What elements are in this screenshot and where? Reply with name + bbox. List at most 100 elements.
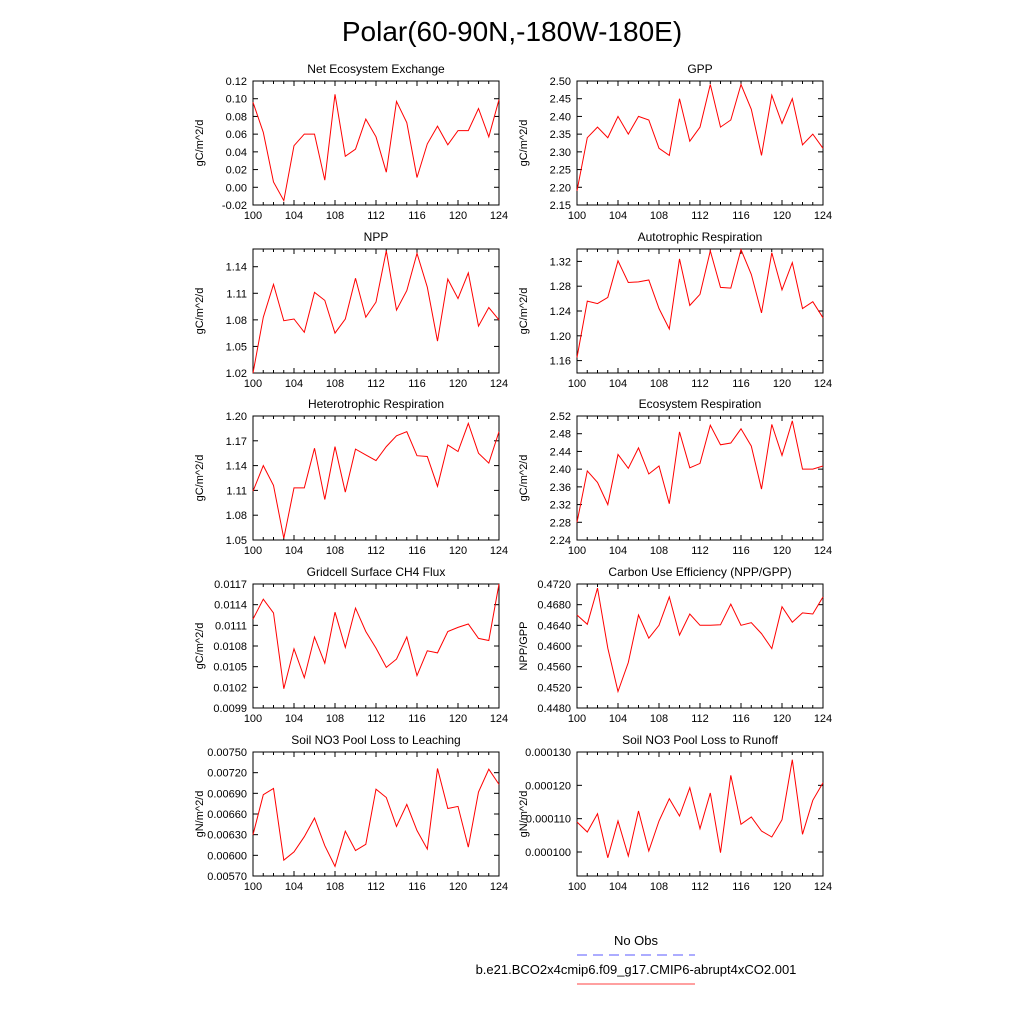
y-tick-label: 2.40: [550, 464, 571, 476]
x-tick-label: 116: [408, 378, 426, 390]
y-tick-label: 2.24: [550, 535, 571, 547]
x-tick-label: 108: [326, 713, 344, 725]
x-tick-label: 108: [326, 210, 344, 222]
plot-frame: [576, 415, 824, 541]
y-tick-label: 0.0105: [213, 662, 247, 674]
x-tick-label: 100: [568, 378, 586, 390]
y-tick-label: 2.30: [550, 147, 571, 159]
series-line: [252, 94, 500, 203]
series-line: [576, 82, 824, 191]
x-tick-label: 124: [814, 881, 832, 893]
y-axis-label: gC/m^2/d: [518, 120, 530, 167]
y-tick-label: -0.02: [222, 200, 247, 212]
y-tick-label: 1.28: [550, 281, 571, 293]
y-tick-label: 1.24: [550, 306, 571, 318]
series-line: [576, 420, 824, 523]
x-tick-label: 104: [609, 378, 627, 390]
x-tick-label: 116: [732, 545, 750, 557]
panel-grid: Net Ecosystem Exchange 100 104 108 112 116 120…: [194, 62, 832, 893]
panel-title: NPP: [364, 230, 389, 244]
x-tick-label: 116: [732, 881, 750, 893]
y-tick-label: 2.52: [550, 411, 571, 423]
chart-panel-9: Soil NO3 Pool Loss to Runoff 100 104 108 112…: [518, 733, 832, 893]
y-tick-label: 0.00: [226, 182, 247, 194]
y-tick-label: 0.000100: [525, 847, 571, 859]
y-tick-label: 2.36: [550, 482, 571, 494]
x-tick-label: 100: [568, 713, 586, 725]
series-line: [252, 768, 500, 868]
y-tick-label: 2.35: [550, 129, 571, 141]
x-tick-label: 120: [449, 378, 467, 390]
x-tick-label: 104: [609, 713, 627, 725]
panel-title: Ecosystem Respiration: [639, 397, 762, 411]
chart-panel-5: Ecosystem Respiration 100 104 108 112 116 120 1…: [518, 397, 832, 557]
x-tick-label: 100: [244, 545, 262, 557]
y-tick-label: 0.0114: [214, 600, 247, 612]
x-tick-label: 116: [732, 713, 750, 725]
plot-frame: [252, 80, 500, 206]
panel-title: Gridcell Surface CH4 Flux: [307, 565, 446, 579]
y-tick-label: 0.0108: [213, 641, 247, 653]
panel-title: Soil NO3 Pool Loss to Leaching: [291, 733, 460, 747]
x-tick-label: 112: [691, 545, 709, 557]
plot-frame: [576, 583, 824, 709]
y-tick-label: 0.12: [226, 76, 247, 88]
y-tick-label: 1.05: [226, 341, 247, 353]
x-tick-label: 120: [773, 545, 791, 557]
y-tick-label: 0.0099: [213, 703, 247, 715]
series-line: [576, 759, 824, 858]
y-tick-label: 0.4600: [537, 641, 571, 653]
y-tick-label: 0.4640: [537, 620, 571, 632]
x-tick-label: 120: [773, 713, 791, 725]
y-tick-label: 2.40: [550, 111, 571, 123]
y-tick-label: 0.04: [226, 147, 247, 159]
y-tick-label: 1.32: [550, 256, 571, 268]
x-tick-label: 100: [244, 210, 262, 222]
panel-title: Heterotrophic Respiration: [308, 397, 444, 411]
x-tick-label: 112: [367, 210, 385, 222]
plot-frame: [252, 248, 500, 374]
panel-title: Soil NO3 Pool Loss to Runoff: [622, 733, 779, 747]
y-tick-label: 1.08: [226, 510, 247, 522]
panel-title: Net Ecosystem Exchange: [307, 62, 445, 76]
chart-panel-1: GPP 100 104 108 112 116 120 124 2.15 2.20 2.25 2.30…: [518, 62, 832, 222]
x-tick-label: 112: [691, 713, 709, 725]
chart-panel-4: Heterotrophic Respiration 100 104 108 112 116…: [194, 397, 508, 557]
x-tick-label: 100: [568, 881, 586, 893]
x-tick-label: 104: [285, 210, 303, 222]
y-tick-label: 0.00600: [207, 850, 247, 862]
x-tick-label: 108: [650, 545, 668, 557]
y-tick-label: 0.10: [226, 94, 247, 106]
y-tick-label: 0.4680: [537, 600, 571, 612]
x-tick-label: 108: [650, 881, 668, 893]
legend-label-no-obs: No Obs: [614, 933, 659, 948]
x-tick-label: 104: [285, 378, 303, 390]
chart-panel-2: NPP 100 104 108 112 116 120 124 1.02 1.05 1.08 1.11…: [194, 230, 508, 390]
panel-title: GPP: [687, 62, 712, 76]
y-tick-label: 1.20: [550, 331, 571, 343]
y-tick-label: 0.000110: [526, 814, 571, 826]
y-tick-label: 2.50: [550, 76, 571, 88]
y-tick-label: 0.06: [226, 129, 247, 141]
x-tick-label: 120: [773, 881, 791, 893]
y-axis-label: gC/m^2/d: [194, 455, 206, 502]
x-tick-label: 100: [244, 881, 262, 893]
y-tick-label: 1.08: [226, 315, 247, 327]
x-tick-label: 104: [285, 881, 303, 893]
y-axis-label: gC/m^2/d: [518, 288, 530, 335]
x-tick-label: 112: [367, 378, 385, 390]
y-tick-label: 2.25: [550, 165, 571, 177]
y-tick-label: 2.45: [550, 94, 571, 106]
x-tick-label: 108: [326, 545, 344, 557]
series-line: [576, 587, 824, 694]
y-tick-label: 2.28: [550, 517, 571, 529]
x-tick-label: 120: [449, 545, 467, 557]
x-tick-label: 116: [408, 210, 426, 222]
y-tick-label: 2.32: [550, 500, 571, 512]
x-tick-label: 124: [490, 378, 508, 390]
y-axis-label: gC/m^2/d: [518, 455, 530, 502]
y-tick-label: 0.00630: [207, 830, 247, 842]
y-tick-label: 2.20: [550, 182, 571, 194]
x-tick-label: 112: [367, 713, 385, 725]
